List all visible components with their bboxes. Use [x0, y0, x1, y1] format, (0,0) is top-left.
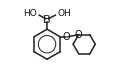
Text: HO: HO: [23, 9, 36, 18]
Text: O: O: [63, 32, 71, 42]
Text: B: B: [43, 15, 51, 25]
Text: O: O: [75, 30, 83, 40]
Text: OH: OH: [58, 9, 72, 18]
